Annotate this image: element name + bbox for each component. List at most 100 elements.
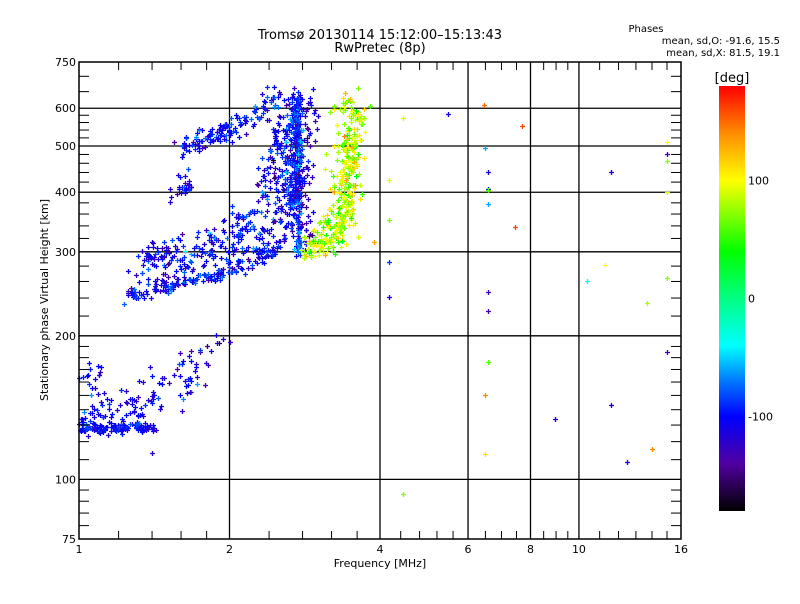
data-point (90, 411, 95, 416)
data-point (268, 155, 273, 160)
data-point (352, 140, 357, 145)
data-point (209, 349, 214, 354)
data-point (278, 92, 283, 97)
y-tick-label: 300 (55, 246, 76, 259)
data-point (143, 421, 148, 426)
data-point (226, 250, 231, 255)
data-point (339, 245, 344, 250)
data-point (273, 166, 278, 171)
data-point (267, 231, 272, 236)
data-point (292, 247, 297, 252)
data-point (240, 227, 245, 232)
data-point (145, 424, 150, 429)
data-point (328, 240, 333, 245)
data-point (129, 286, 134, 291)
data-point (609, 170, 614, 175)
data-point (169, 258, 174, 263)
data-point (336, 131, 341, 136)
data-point (215, 272, 220, 277)
data-point (311, 87, 316, 92)
data-point (218, 278, 223, 283)
data-point (197, 128, 202, 133)
data-point (312, 240, 317, 245)
data-point (110, 412, 115, 417)
data-point (296, 111, 301, 116)
data-point (338, 191, 343, 196)
data-point (140, 249, 145, 254)
data-point (105, 397, 110, 402)
data-point (275, 246, 280, 251)
data-point (130, 290, 135, 295)
data-point (184, 187, 189, 192)
data-point (203, 251, 208, 256)
data-point (255, 182, 260, 187)
data-point (208, 140, 213, 145)
data-point (277, 114, 282, 119)
data-point (308, 242, 313, 247)
data-point (262, 106, 267, 111)
x-tick-label: 16 (674, 543, 688, 556)
data-point (124, 400, 129, 405)
data-point (189, 349, 194, 354)
data-point (260, 92, 265, 97)
data-point (323, 167, 328, 172)
data-point (304, 228, 309, 233)
data-point (214, 238, 219, 243)
data-point (665, 140, 670, 145)
data-point (352, 186, 357, 191)
data-point (350, 109, 355, 114)
data-point (266, 202, 271, 207)
data-point (121, 427, 126, 432)
data-point (160, 278, 165, 283)
data-point (154, 282, 159, 287)
data-point (296, 249, 301, 254)
data-point (96, 364, 101, 369)
data-point (187, 149, 192, 154)
data-point (341, 96, 346, 101)
data-point (306, 159, 311, 164)
data-point (178, 258, 183, 263)
data-point (265, 85, 270, 90)
data-point (352, 127, 357, 132)
data-point (318, 248, 323, 253)
data-point (195, 131, 200, 136)
data-point (285, 189, 290, 194)
data-point (313, 235, 318, 240)
data-point (360, 192, 365, 197)
data-point (113, 423, 118, 428)
data-point (198, 348, 203, 353)
data-point (93, 377, 98, 382)
data-point (286, 124, 291, 129)
data-point (273, 201, 278, 206)
data-point (292, 212, 297, 217)
colorbar-tick-label: -100 (748, 411, 773, 424)
data-point (446, 112, 451, 117)
data-point (482, 103, 487, 108)
data-point (285, 212, 290, 217)
data-point (180, 409, 185, 414)
data-point (128, 411, 133, 416)
data-point (220, 240, 225, 245)
data-point (336, 144, 341, 149)
data-point (238, 120, 243, 125)
data-point (218, 139, 223, 144)
data-point (486, 188, 491, 193)
data-point (132, 294, 137, 299)
scatter-points (77, 85, 670, 497)
data-point (143, 403, 148, 408)
data-point (87, 382, 92, 387)
data-point (184, 384, 189, 389)
data-point (211, 256, 216, 261)
data-point (97, 373, 102, 378)
data-point (175, 192, 180, 197)
data-point (208, 249, 213, 254)
data-point (253, 104, 258, 109)
data-point (98, 423, 103, 428)
data-point (553, 417, 558, 422)
data-point (159, 254, 164, 259)
data-point (283, 181, 288, 186)
data-point (306, 214, 311, 219)
data-point (313, 119, 318, 124)
data-point (194, 277, 199, 282)
data-point (296, 226, 301, 231)
